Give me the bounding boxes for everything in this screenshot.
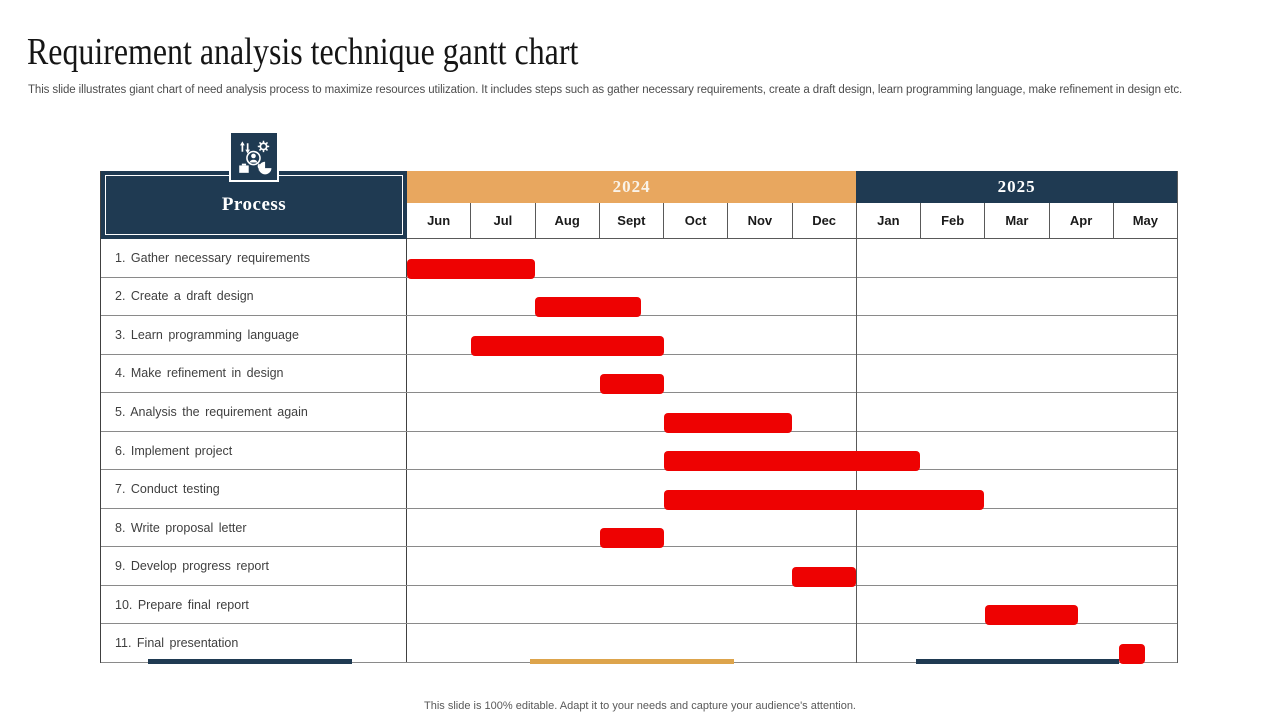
month-header-aug: Aug (534, 203, 599, 238)
task-label: 4. Make refinement in design (101, 354, 407, 393)
task-label: 5. Analysis the requirement again (101, 393, 407, 431)
gantt-bar (407, 258, 536, 279)
task-row: 9. Develop progress report (101, 547, 1177, 587)
gantt-bar (599, 528, 664, 549)
month-header-may: May (1112, 203, 1177, 238)
process-header-label: Process (105, 175, 403, 235)
month-header-jan: Jan (855, 203, 920, 238)
page-title: Requirement analysis technique gantt cha… (27, 31, 579, 73)
task-timeline (407, 432, 1177, 472)
task-row: 10. Prepare final report (101, 585, 1177, 626)
month-header-feb: Feb (920, 203, 985, 238)
task-label: 8. Write proposal letter (101, 508, 407, 547)
month-header-jun: Jun (407, 203, 471, 238)
task-timeline (407, 624, 1177, 665)
task-row: 5. Analysis the requirement again (101, 393, 1177, 433)
month-header-mar: Mar (984, 203, 1049, 238)
gantt-bar (984, 605, 1078, 626)
gantt-bar (1119, 644, 1145, 665)
task-row: 2. Create a draft design (101, 277, 1177, 318)
month-header-jul: Jul (470, 203, 535, 238)
accent-bar-left (148, 659, 352, 664)
task-timeline (407, 316, 1177, 356)
task-timeline (407, 586, 1177, 626)
month-header-nov: Nov (727, 203, 792, 238)
gantt-bar (792, 566, 857, 587)
gantt-bar (663, 451, 921, 472)
task-row: 7. Conduct testing (101, 470, 1177, 510)
month-header-oct: Oct (663, 203, 728, 238)
gantt-bar (663, 489, 985, 510)
years-row: 2024 2025 (407, 171, 1177, 203)
task-row: 3. Learn programming language (101, 316, 1177, 356)
task-label: 1. Gather necessary requirements (101, 239, 407, 277)
task-row: 6. Implement project (101, 431, 1177, 472)
footer-note: This slide is 100% editable. Adapt it to… (424, 700, 856, 712)
months-row: Jun Jul Aug Sept Oct Nov Dec Jan Feb Mar Apr May (407, 203, 1177, 239)
task-label: 2. Create a draft design (101, 277, 407, 316)
gantt-body: 1. Gather necessary requirements 2. Creat… (101, 239, 1177, 665)
task-timeline (407, 470, 1177, 510)
year-header-2024: 2024 (407, 171, 857, 203)
task-timeline (407, 509, 1177, 549)
month-header-apr: Apr (1048, 203, 1113, 238)
task-label: 10. Prepare final report (101, 585, 407, 624)
task-row: 4. Make refinement in design (101, 354, 1177, 395)
task-timeline (407, 393, 1177, 433)
gantt-bar (535, 297, 642, 318)
task-timeline (407, 239, 1177, 279)
accent-bar-center (530, 659, 734, 664)
process-resources-icon (229, 131, 279, 182)
task-timeline (407, 547, 1177, 587)
task-label: 7. Conduct testing (101, 470, 407, 508)
gantt-bar (663, 412, 792, 433)
task-row: 1. Gather necessary requirements (101, 239, 1177, 279)
time-axis-header: 2024 2025 Jun Jul Aug Sept Oct Nov Dec Jan Feb Mar… (407, 171, 1177, 239)
resource-management-icon (239, 140, 272, 174)
task-label: 11. Final presentation (101, 624, 407, 663)
task-row: 11. Final presentation (101, 624, 1177, 665)
task-label: 3. Learn programming language (101, 316, 407, 354)
month-header-sept: Sept (598, 203, 663, 238)
task-timeline (407, 355, 1177, 395)
gantt-table: Process 2024 2025 Jun Jul Aug Sept Oct Nov Dec J… (100, 171, 1178, 665)
gantt-bar (471, 335, 664, 356)
accent-bar-right (916, 659, 1119, 664)
task-row: 8. Write proposal letter (101, 508, 1177, 549)
slide-description: This slide illustrates giant chart of ne… (28, 84, 1183, 96)
task-label: 6. Implement project (101, 431, 407, 470)
year-header-2025: 2025 (856, 171, 1177, 203)
month-header-dec: Dec (791, 203, 856, 238)
year-boundary-line (856, 239, 858, 663)
task-label: 9. Develop progress report (101, 547, 407, 585)
gantt-bar (599, 374, 664, 395)
task-timeline (407, 278, 1177, 318)
